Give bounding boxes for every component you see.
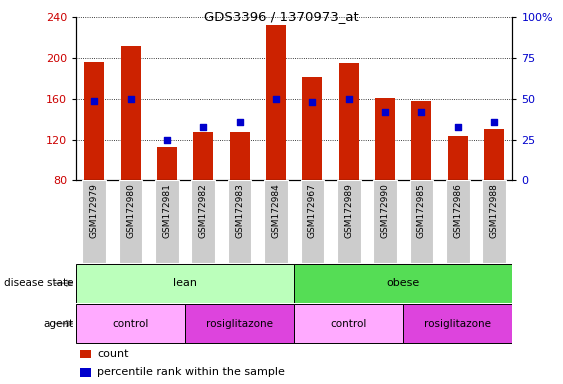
Bar — [228, 180, 252, 263]
Text: rosiglitazone: rosiglitazone — [425, 318, 491, 329]
Bar — [119, 180, 142, 263]
Bar — [484, 129, 504, 180]
Point — [235, 119, 244, 125]
Bar — [84, 62, 104, 180]
Point — [381, 109, 390, 115]
Text: GSM172988: GSM172988 — [490, 183, 499, 238]
Bar — [448, 136, 468, 180]
Bar — [266, 25, 286, 180]
Bar — [446, 180, 470, 263]
Text: agent: agent — [43, 318, 73, 329]
Bar — [185, 304, 294, 343]
Text: GDS3396 / 1370973_at: GDS3396 / 1370973_at — [204, 10, 359, 23]
Bar — [301, 180, 324, 263]
Bar — [82, 180, 106, 263]
Text: disease state: disease state — [4, 278, 73, 288]
Point — [162, 137, 171, 143]
Text: GSM172986: GSM172986 — [453, 183, 462, 238]
Text: percentile rank within the sample: percentile rank within the sample — [97, 367, 285, 377]
Bar — [76, 264, 294, 303]
Text: GSM172985: GSM172985 — [417, 183, 426, 238]
Text: GSM172990: GSM172990 — [381, 183, 390, 238]
Bar — [155, 180, 178, 263]
Point — [271, 96, 280, 102]
Text: count: count — [97, 349, 128, 359]
Bar — [264, 180, 288, 263]
Text: GSM172984: GSM172984 — [271, 183, 280, 238]
Point — [453, 124, 462, 130]
Point — [90, 98, 99, 104]
Text: GSM172983: GSM172983 — [235, 183, 244, 238]
Bar — [412, 101, 431, 180]
Text: GSM172981: GSM172981 — [162, 183, 171, 238]
Text: lean: lean — [173, 278, 197, 288]
Bar — [230, 132, 249, 180]
Bar — [339, 63, 359, 180]
Point — [490, 119, 499, 125]
Point — [308, 99, 317, 105]
Bar — [81, 349, 91, 358]
Bar — [410, 180, 434, 263]
Text: control: control — [113, 318, 149, 329]
Point — [199, 124, 208, 130]
Bar — [294, 304, 403, 343]
Text: control: control — [330, 318, 367, 329]
Bar — [120, 46, 141, 180]
Bar — [403, 304, 512, 343]
Text: GSM172989: GSM172989 — [344, 183, 353, 238]
Point — [417, 109, 426, 115]
Bar — [157, 147, 177, 180]
Point — [126, 96, 135, 102]
Text: GSM172967: GSM172967 — [308, 183, 317, 238]
Point — [344, 96, 353, 102]
Bar — [193, 132, 213, 180]
Text: obese: obese — [387, 278, 420, 288]
Bar — [191, 180, 215, 263]
Bar — [302, 78, 323, 180]
Text: GSM172980: GSM172980 — [126, 183, 135, 238]
Bar — [482, 180, 506, 263]
Bar — [337, 180, 360, 263]
Text: GSM172982: GSM172982 — [199, 183, 208, 238]
Bar — [373, 180, 397, 263]
Text: rosiglitazone: rosiglitazone — [206, 318, 273, 329]
Text: GSM172979: GSM172979 — [90, 183, 99, 238]
Bar — [76, 304, 185, 343]
Bar — [81, 369, 91, 376]
Bar — [294, 264, 512, 303]
Bar — [375, 98, 395, 180]
